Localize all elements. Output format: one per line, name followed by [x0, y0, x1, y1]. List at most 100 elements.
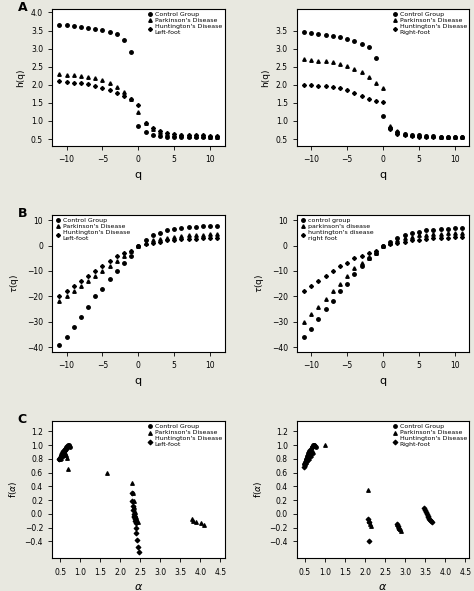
control group: [459, 224, 465, 231]
Control Group: [359, 41, 365, 48]
control group: [445, 225, 451, 232]
Y-axis label: $\tau$(q): $\tau$(q): [9, 274, 21, 293]
Control Group: [60, 447, 67, 457]
Huntington's Disease
Right-foot: [302, 457, 310, 467]
parkinson's disease: [337, 280, 343, 287]
Huntington's Disease
Left-foot: [131, 516, 139, 525]
Huntington's Disease
Left-foot: [64, 288, 69, 295]
Parkinson's Disease: [394, 128, 400, 135]
Control Group: [114, 267, 119, 274]
parkinson's disease: [323, 296, 328, 303]
Huntington's Disease
Left-foot: [107, 257, 112, 264]
Line: Huntington's Disease
Right-foot: Huntington's Disease Right-foot: [303, 83, 464, 139]
Huntington's Disease
Right-foot: [303, 456, 310, 465]
Huntington's Disease
Left-foot: [214, 234, 220, 241]
Control Group: [302, 454, 310, 463]
Control Group: [301, 29, 307, 36]
Control Group: [193, 133, 199, 140]
parkinson's disease: [373, 249, 379, 256]
Parkinson's Disease: [397, 524, 404, 534]
parkinson's disease: [409, 233, 415, 240]
Huntington's Disease
Left-foot: [136, 101, 141, 108]
parkinson's disease: [430, 230, 436, 238]
Huntington's Disease
Left-foot: [60, 447, 67, 456]
Parkinson's Disease: [337, 60, 343, 67]
Control Group: [65, 440, 73, 450]
Huntington's Disease
Right-foot: [452, 134, 458, 141]
Control Group: [302, 456, 310, 465]
Huntington's Disease
Right-foot: [305, 450, 313, 459]
Parkinson's Disease: [130, 502, 138, 512]
Parkinson's Disease: [128, 96, 134, 103]
Control Group: [304, 450, 311, 459]
huntington's disease
right foot: [323, 272, 328, 280]
Control Group: [459, 133, 465, 140]
Huntington's Disease
Left-foot: [92, 267, 98, 274]
Huntington's Disease
Left-foot: [128, 247, 134, 254]
Huntington's Disease
Left-foot: [207, 235, 213, 242]
Text: C: C: [18, 413, 27, 426]
Huntington's Disease
Left-foot: [186, 132, 191, 139]
Huntington's Disease
Left-foot: [85, 272, 91, 280]
Parkinson's Disease: [394, 521, 401, 531]
Parkinson's Disease: [179, 232, 184, 239]
Control Group: [394, 128, 400, 135]
Control Group: [143, 237, 148, 244]
Huntington's Disease
Right-foot: [303, 454, 311, 463]
Parkinson's Disease: [128, 247, 134, 254]
Parkinson's Disease: [56, 454, 64, 463]
Parkinson's Disease: [57, 453, 65, 462]
Parkinson's Disease: [200, 231, 206, 238]
Huntington's Disease
Left-foot: [58, 450, 65, 459]
Line: Control Group: Control Group: [57, 24, 219, 138]
Control Group: [207, 223, 213, 230]
Parkinson's Disease: [63, 453, 71, 462]
Parkinson's Disease: [100, 267, 105, 274]
Huntington's Disease
Left-foot: [121, 93, 127, 100]
Huntington's Disease
Right-foot: [337, 85, 343, 92]
Control Group: [107, 28, 112, 35]
Control Group: [55, 454, 63, 463]
Huntington's Disease
Right-foot: [423, 509, 430, 518]
control group: [387, 238, 393, 245]
Huntington's Disease
Left-foot: [62, 444, 69, 454]
huntington's disease
right foot: [438, 234, 443, 241]
Parkinson's Disease: [107, 79, 112, 86]
Control Group: [85, 303, 91, 310]
Huntington's Disease
Left-foot: [200, 132, 206, 139]
Line: Parkinson's Disease: Parkinson's Disease: [57, 72, 219, 138]
Control Group: [78, 24, 84, 31]
Huntington's Disease
Left-foot: [164, 237, 170, 244]
Parkinson's Disease: [188, 514, 195, 524]
Huntington's Disease
Right-foot: [316, 82, 321, 89]
Parkinson's Disease: [207, 133, 213, 140]
Huntington's Disease
Left-foot: [78, 278, 84, 285]
Control Group: [308, 443, 316, 452]
Parkinson's Disease: [366, 519, 374, 529]
Huntington's Disease
Left-foot: [207, 132, 213, 139]
Control Group: [107, 275, 112, 282]
Huntington's Disease
Left-foot: [133, 535, 141, 545]
huntington's disease
right foot: [387, 241, 393, 248]
Line: parkinson's disease: parkinson's disease: [302, 231, 464, 324]
Parkinson's Disease: [133, 516, 141, 525]
Parkinson's Disease: [172, 233, 177, 240]
Control Group: [430, 132, 436, 139]
Huntington's Disease
Left-foot: [214, 132, 220, 139]
huntington's disease
right foot: [380, 242, 386, 249]
Huntington's Disease
Left-foot: [57, 452, 65, 461]
Parkinson's Disease: [192, 517, 200, 527]
Parkinson's Disease: [330, 59, 336, 66]
Parkinson's Disease: [121, 252, 127, 259]
Parkinson's Disease: [193, 231, 199, 238]
Parkinson's Disease: [157, 128, 163, 135]
Huntington's Disease
Left-foot: [128, 96, 134, 103]
Parkinson's Disease: [92, 272, 98, 280]
huntington's disease
right foot: [416, 236, 422, 243]
Control Group: [306, 445, 313, 454]
Control Group: [423, 132, 429, 139]
control group: [344, 280, 350, 287]
Control Group: [60, 446, 68, 455]
Control Group: [150, 232, 155, 239]
Huntington's Disease
Left-foot: [58, 449, 66, 458]
